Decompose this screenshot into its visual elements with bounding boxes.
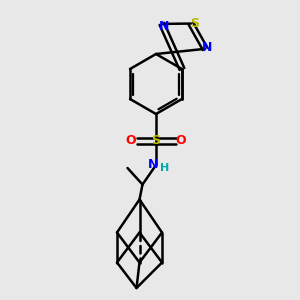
Text: O: O: [176, 134, 186, 148]
Text: S: S: [190, 17, 199, 30]
Text: N: N: [159, 20, 169, 33]
Text: N: N: [202, 41, 213, 54]
Text: N: N: [148, 158, 158, 172]
Text: H: H: [160, 163, 169, 173]
Text: S: S: [152, 134, 160, 148]
Text: O: O: [126, 134, 136, 148]
